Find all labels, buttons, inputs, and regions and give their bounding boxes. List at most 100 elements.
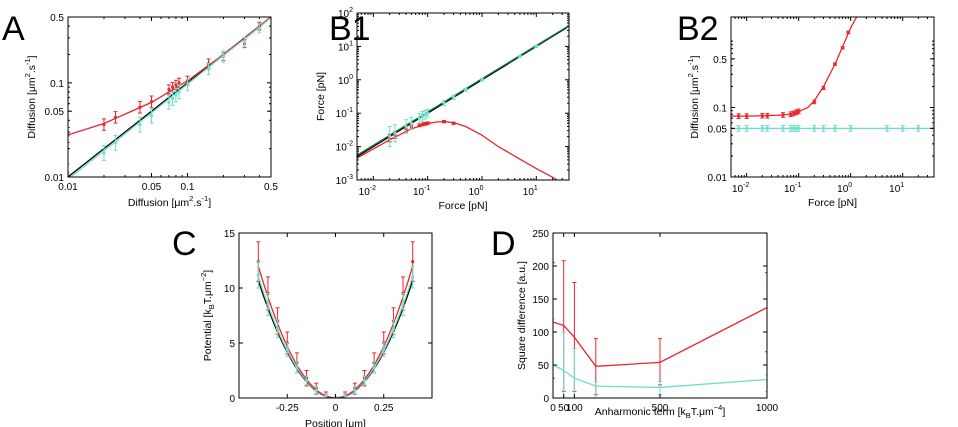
error-bar-cyan_points	[170, 91, 175, 106]
data-point	[185, 83, 190, 87]
data-point	[295, 365, 299, 369]
error-bar-cyan	[593, 381, 598, 398]
series-line-red_fit	[731, 17, 858, 117]
data-point	[760, 114, 764, 118]
y-tick-label: 150	[532, 295, 549, 306]
plot-area	[256, 241, 415, 398]
data-point	[417, 116, 421, 120]
error-bar-cyan_points	[256, 261, 261, 289]
x-tick-label: 10-2	[359, 185, 376, 198]
x-tick-label: 100	[837, 182, 852, 195]
data-point	[257, 26, 262, 30]
error-bar-red_points	[781, 112, 786, 118]
x-tick-label: 500	[652, 403, 669, 414]
error-bar-red_points	[736, 113, 741, 119]
error-bar-red_points	[137, 101, 142, 114]
series-line-red	[553, 307, 767, 367]
x-tick-label: 1000	[756, 403, 779, 414]
series-line-red_fit	[257, 265, 414, 398]
series-line-green_fit	[357, 25, 569, 156]
y-tick-label: 10-3	[336, 174, 353, 187]
data-point	[821, 126, 826, 130]
error-bar-cyan_points	[916, 125, 921, 132]
data-point	[480, 78, 484, 82]
data-point	[102, 151, 106, 155]
axes-frame	[356, 12, 570, 181]
x-tick-label: -0.25	[276, 403, 299, 414]
error-bar-cyan_points	[362, 375, 367, 386]
data-point	[242, 40, 247, 44]
data-point	[167, 100, 171, 104]
data-point	[372, 365, 376, 369]
plot-area	[553, 260, 767, 398]
data-point	[833, 62, 837, 66]
y-tick-label: 102	[338, 7, 353, 20]
error-bar-cyan_points	[294, 361, 299, 374]
error-bar-red_points	[423, 121, 428, 126]
data-point	[401, 302, 405, 307]
data-point	[464, 88, 468, 92]
error-bar-cyan_points	[275, 319, 280, 338]
data-point	[256, 273, 260, 277]
data-point	[821, 86, 826, 90]
panel-letter-a: A	[2, 10, 25, 48]
series-line-cyan	[553, 364, 767, 389]
y-ticks: 0 5 10 15	[224, 229, 432, 405]
data-point	[411, 275, 415, 279]
error-bar-cyan_points	[177, 84, 182, 100]
error-bar-cyan_points	[736, 125, 741, 132]
panel-b2: B2 10-2 10-1 100 101 0.01 0.05 0.1 0.5 Force [pN]…	[677, 10, 935, 209]
error-bar-cyan_points	[479, 77, 484, 82]
error-bar-red_points	[744, 113, 749, 119]
x-axis-label: Anharmonic term [kBT.μm−4]	[595, 403, 726, 420]
data-point	[781, 113, 785, 117]
data-point	[266, 302, 270, 307]
y-tick-label: 10	[224, 284, 236, 295]
error-bar-red_points	[812, 99, 817, 105]
panel-letter-c: C	[172, 225, 197, 263]
y-tick-label: 0	[543, 394, 549, 405]
y-axis-label: Diffusion [μm2.s-1]	[23, 55, 38, 138]
data-point	[797, 126, 801, 130]
data-point	[534, 44, 538, 49]
error-bar-cyan	[561, 331, 566, 398]
x-ticks: 10-2 10-1 100 101	[730, 17, 935, 195]
error-bar-cyan_points	[391, 319, 396, 338]
plot-area	[357, 24, 569, 180]
y-tick-label: 10-1	[336, 107, 353, 120]
error-bar-cyan_points	[381, 342, 386, 357]
data-point	[765, 126, 769, 130]
x-tick-label: 0.05	[142, 182, 162, 193]
y-tick-label: 250	[532, 229, 549, 240]
plot-area	[731, 17, 934, 132]
x-tick-label: 0.01	[58, 182, 78, 193]
y-tick-label: 0.5	[50, 13, 64, 24]
data-point	[382, 348, 386, 352]
error-bar-cyan_points	[517, 54, 522, 59]
error-bar-cyan_points	[788, 125, 793, 132]
y-axis-label: Force [pN]	[315, 72, 327, 121]
panel-letter-d: D	[491, 225, 516, 263]
error-bar-cyan_points	[534, 44, 539, 49]
error-bar-cyan_points	[423, 109, 428, 120]
error-bar-cyan_points	[285, 342, 290, 357]
data-point	[149, 100, 154, 104]
x-axis-label: Force [pN]	[808, 197, 857, 209]
error-bar-cyan	[765, 374, 767, 392]
error-bar-cyan_points	[265, 293, 270, 316]
error-bar-cyan_points	[206, 62, 211, 76]
data-point	[113, 141, 118, 145]
x-ticks: 0 100 500 1000 50	[550, 233, 779, 414]
x-ticks: -0.25 0 0.25	[276, 233, 394, 414]
y-tick-label: 0	[229, 394, 235, 405]
panel-d: D0 100 500 100050050100150200250Anharmonic …	[491, 225, 779, 420]
data-point	[391, 327, 395, 331]
error-bar-cyan_points	[101, 145, 106, 161]
y-tick-label: 0.05	[45, 107, 65, 118]
data-point	[846, 30, 850, 35]
error-bar-cyan_points	[166, 95, 171, 110]
data-point	[314, 388, 318, 392]
error-bar-cyan_points	[420, 111, 425, 122]
data-point	[737, 126, 741, 130]
